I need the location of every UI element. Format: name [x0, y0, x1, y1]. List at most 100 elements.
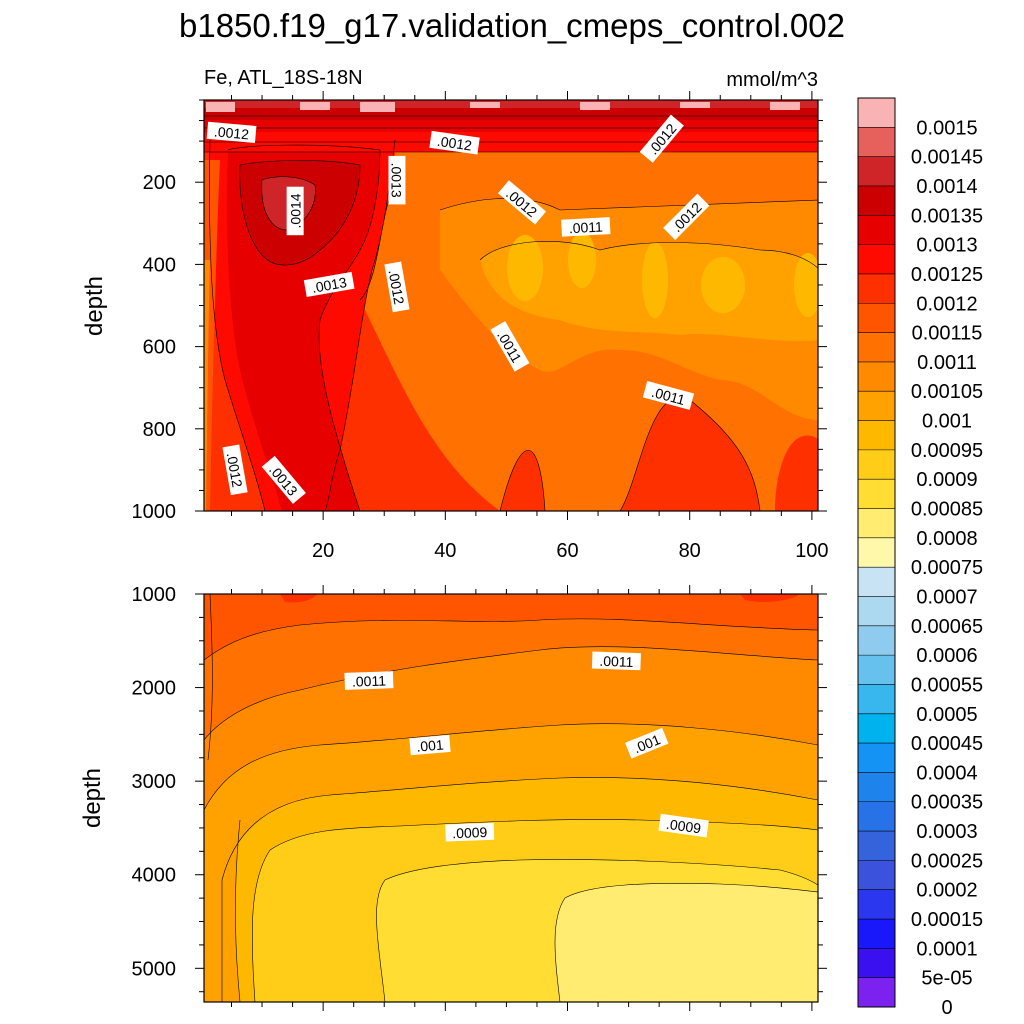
upper-fill-0.00095-e [794, 253, 818, 317]
contour-label-text: .0012 [224, 451, 246, 488]
colorbar-swatch [858, 772, 895, 803]
colorbar-label: 0.0008 [916, 528, 977, 550]
contour-label-box [261, 455, 306, 504]
colorbar-label: 0.001 [922, 411, 972, 433]
contour-label-text: .0009 [452, 824, 488, 841]
upper-band-0.0015 [206, 102, 800, 112]
colorbar-swatch [858, 713, 895, 744]
colorbar-swatch [858, 420, 895, 451]
contour-label-text: .0012 [213, 123, 250, 142]
colorbar-label: 0.0007 [916, 586, 977, 608]
contour-label-box [222, 444, 248, 496]
upper-coast-gradient [204, 160, 220, 511]
upper-contour-labels: .0012.0012.0012.0013.0014.0012.0012.0011… [206, 114, 710, 504]
colorbar-swatch [858, 508, 895, 539]
y-tick-label: 400 [143, 254, 176, 276]
lower-axis-ticks [195, 585, 827, 1011]
x-tick-label: 20 [312, 540, 334, 562]
colorbar-swatch [858, 391, 895, 422]
colorbar-label: 0.00055 [911, 674, 983, 696]
y-tick-label: 3000 [132, 771, 177, 793]
contour-label: .0009 [445, 822, 495, 842]
colorbar-swatch [858, 273, 895, 304]
contour-label: .0011 [561, 217, 611, 237]
contour-label-text: .0011 [568, 219, 603, 237]
upper-fill-0.00095-d [701, 257, 745, 313]
colorbar-swatch [858, 655, 895, 685]
y-tick-label: 5000 [132, 958, 177, 980]
colorbar-swatch [858, 361, 895, 392]
colorbar-swatch [858, 479, 895, 510]
contour-label-text: .0014 [288, 193, 304, 228]
colorbar-swatch [858, 860, 895, 891]
colorbar-label: 0.0012 [916, 293, 977, 315]
x-tick-label: 100 [795, 540, 828, 562]
upper-fill-0.00095-b [568, 232, 596, 288]
contour-label-box [384, 261, 410, 313]
lower-plot-frame [203, 593, 819, 1003]
lower-fill-0.0012 [280, 594, 800, 603]
colorbar-swatch [858, 537, 895, 568]
y-tick-label: 600 [143, 337, 176, 359]
y-tick-label: 800 [143, 419, 176, 441]
contour-label: .0012 [429, 130, 480, 155]
colorbar-label: 0.0003 [916, 821, 977, 843]
lower-y-axis-label: depth [79, 768, 106, 828]
contour-label-box [591, 651, 641, 671]
contour-label: .0014 [286, 186, 304, 236]
lower-fill-0.00115 [204, 594, 818, 660]
x-tick-label: 40 [434, 540, 456, 562]
colorbar-label: 5e-05 [921, 968, 972, 990]
colorbar-label: 0.0004 [916, 762, 977, 784]
colorbar-swatch [858, 303, 895, 334]
colorbar-swatch [858, 625, 895, 656]
contour-label-box [286, 186, 304, 236]
contour-label-box [303, 271, 355, 298]
colorbar: 0.0015 0.00145 0.0014 0.00135 0.0013 0.00125 0… [857, 97, 983, 1019]
contour-label: .0011 [344, 671, 394, 690]
colorbar-label: 0.00145 [911, 147, 983, 169]
colorbar-swatch [858, 801, 895, 832]
contour-label-text: .0012 [386, 268, 408, 305]
colorbar-label: 0.0002 [916, 880, 977, 902]
upper-band-0.00145 [204, 100, 818, 108]
colorbar-label: 0 [941, 997, 952, 1019]
colorbar-label: 0.00065 [911, 616, 983, 638]
contour-label-box [445, 822, 495, 842]
lower-panel: depth 1000 2000 3000 4000 5000 .0011 .0011 .00… [79, 584, 827, 1011]
colorbar-swatch [858, 332, 895, 363]
colorbar-label: 0.00025 [911, 850, 983, 872]
colorbar-swatch [858, 831, 895, 861]
lower-contour-field [204, 594, 818, 1002]
panel-subtitle-left: Fe, ATL_18S-18N [204, 67, 363, 89]
colorbar-swatch [858, 919, 895, 949]
colorbar-swatch [858, 127, 895, 158]
colorbar-label: 0.00135 [911, 205, 983, 227]
colorbar-label: 0.00095 [911, 440, 983, 462]
upper-coast-gradient-inner [204, 260, 210, 511]
contour-label-text: .0013 [388, 163, 404, 198]
upper-band-0.0013 [204, 118, 818, 132]
colorbar-frame [857, 97, 896, 1008]
upper-contour-field [204, 100, 818, 511]
colorbar-label: 0.0006 [916, 645, 977, 667]
upper-axis-tick-labels: 20 40 60 80 100 200 400 600 800 1000 [132, 172, 829, 562]
colorbar-swatch [858, 596, 895, 627]
colorbar-swatch [858, 743, 895, 773]
colorbar-label: 0.00045 [911, 733, 983, 755]
colorbar-label: 0.00105 [911, 381, 983, 403]
y-tick-label: 1000 [132, 584, 177, 606]
lower-axis-tick-labels: 1000 2000 3000 4000 5000 [132, 584, 177, 980]
contour-label: .0012 [384, 261, 410, 313]
colorbar-label: 0.00075 [911, 557, 983, 579]
contour-label-text: .0012 [436, 133, 473, 154]
panel-units-label: mmol/m^3 [726, 69, 818, 91]
contour-label: .0009 [658, 813, 709, 838]
colorbar-swatch [858, 567, 895, 597]
upper-fill-0.00095-a [507, 235, 543, 301]
x-tick-label: 60 [556, 540, 578, 562]
upper-y-axis-label: depth [81, 276, 108, 336]
lower-fill-0.001 [204, 723, 818, 1002]
upper-band-0.00135 [204, 106, 818, 120]
